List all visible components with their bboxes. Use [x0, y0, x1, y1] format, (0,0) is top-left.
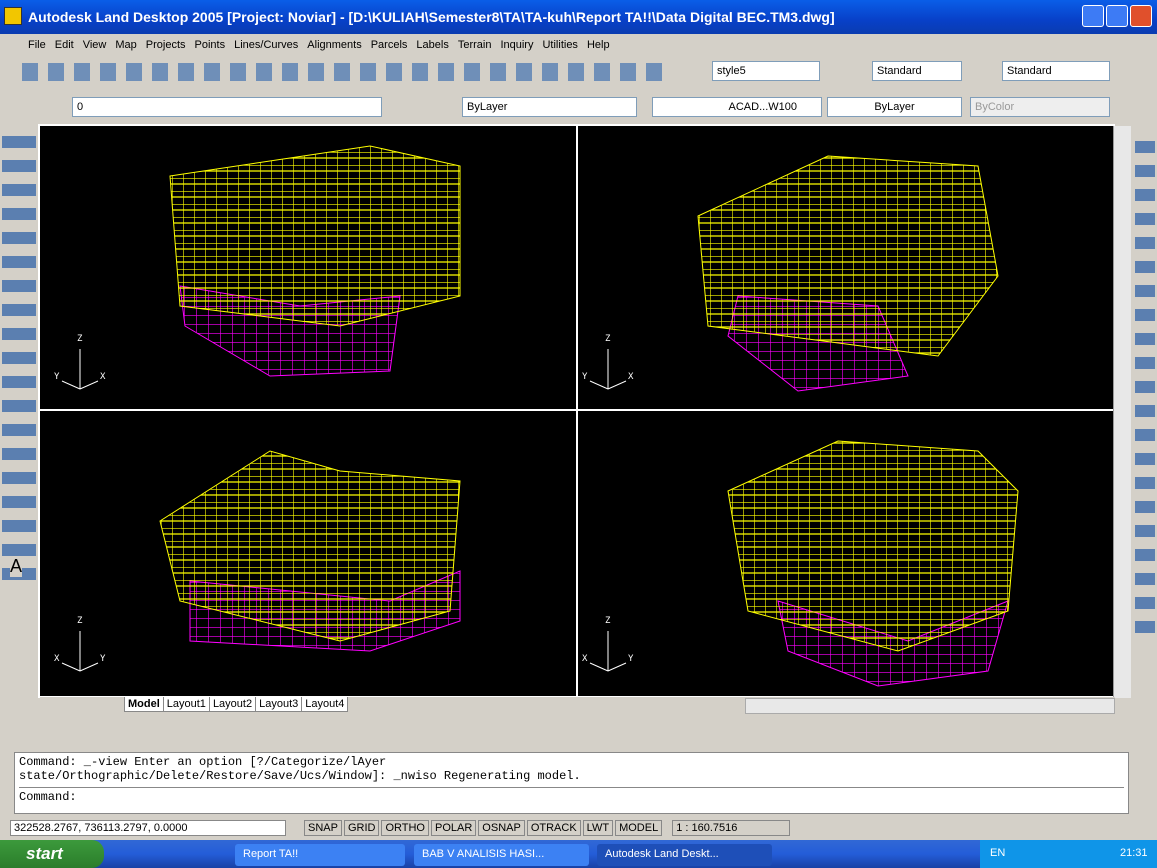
start-button[interactable]: start [0, 840, 104, 868]
command-prompt[interactable]: Command: [19, 787, 1124, 804]
menu-item[interactable]: View [82, 39, 107, 51]
window-title: Autodesk Land Desktop 2005 [Project: Nov… [28, 9, 835, 25]
layer-dropdown[interactable]: 0 [72, 97, 382, 117]
building-wireframe [159, 450, 461, 642]
layout-tab[interactable]: Layout2 [208, 697, 257, 712]
viewport[interactable]: Z Y X [40, 126, 576, 409]
system-tray: EN 21:31 [980, 840, 1157, 868]
viewport[interactable]: Z X Y [40, 411, 576, 696]
toolbar-icons [22, 63, 672, 81]
dim-style-dropdown[interactable]: Standard [872, 61, 962, 81]
linetype-dropdown[interactable]: ACAD...W100 [652, 97, 822, 117]
menu-item[interactable]: Utilities [542, 39, 578, 51]
language-indicator[interactable]: EN [990, 847, 1006, 859]
drawing-area: Z Y X Z Y X Z X Y Z X Y [38, 124, 1115, 698]
axis-label: Y [100, 654, 106, 664]
axis-label: Z [605, 616, 611, 626]
building-wireframe [169, 145, 461, 327]
task-button[interactable]: Autodesk Land Deskt... [597, 844, 772, 866]
status-bar: 322528.2767, 736113.2797, 0.0000 SNAP GRI… [0, 817, 1157, 839]
close-button[interactable] [1130, 5, 1152, 27]
menu-item[interactable]: File [28, 39, 46, 51]
color-dropdown[interactable]: ByLayer [462, 97, 637, 117]
table-style-dropdown[interactable]: Standard [1002, 61, 1110, 81]
axis-label: Y [582, 372, 588, 382]
axis-label: Z [77, 616, 83, 626]
modify-toolbar [1135, 135, 1155, 645]
task-button[interactable]: BAB V ANALISIS HASI... [414, 844, 589, 866]
status-toggle[interactable]: OSNAP [478, 820, 525, 836]
viewport-canvas: Z X Y [582, 440, 1019, 687]
status-toggle[interactable]: ORTHO [381, 820, 429, 836]
coordinates: 322528.2767, 736113.2797, 0.0000 [10, 820, 286, 836]
status-toggle[interactable]: GRID [343, 820, 380, 836]
ucs-icon [61, 349, 99, 390]
menu-item[interactable]: Map [115, 39, 137, 51]
text-tool[interactable]: A [10, 556, 23, 577]
plotstyle-dropdown[interactable]: ByColor [970, 97, 1110, 117]
maximize-button[interactable] [1106, 5, 1128, 27]
app-icon [4, 7, 22, 25]
menu-item[interactable]: Terrain [457, 39, 492, 51]
ucs-icon [589, 349, 627, 390]
draw-toolbar: A [2, 130, 36, 580]
axis-label: X [582, 654, 588, 664]
status-toggle[interactable]: MODEL [615, 820, 663, 836]
axis-label: X [100, 372, 106, 382]
menu-item[interactable]: Labels [416, 39, 449, 51]
status-toggle[interactable]: OTRACK [526, 820, 581, 836]
viewport-canvas: Z Y X [54, 145, 461, 390]
building-wireframe [697, 155, 999, 357]
viewport-canvas: Z X Y [54, 450, 461, 672]
command-history-line: Command: _-view Enter an option [?/Categ… [19, 755, 387, 769]
axis-label: X [54, 654, 60, 664]
layout-tab[interactable]: Model [124, 697, 164, 712]
axis-label: Z [77, 334, 83, 344]
layers-toolbar: 0 ByLayer ACAD...W100 ByLayer ByColor [12, 94, 1132, 122]
clock: 21:31 [1120, 847, 1148, 859]
axis-label: Y [54, 372, 60, 382]
menu-item[interactable]: Parcels [370, 39, 408, 51]
viewport-canvas: Z Y X [582, 155, 999, 392]
menu-item[interactable]: Points [194, 39, 226, 51]
axis-label: Z [605, 334, 611, 344]
standard-toolbar: style5 Standard Standard [12, 58, 1132, 86]
viewport[interactable]: Z X Y [578, 411, 1113, 696]
command-window: Command: _-view Enter an option [?/Categ… [14, 752, 1129, 814]
menu-item[interactable]: Lines/Curves [234, 39, 299, 51]
layout-tab[interactable]: Layout1 [162, 697, 210, 712]
menu-bar: File Edit View Map Projects Points Lines/Curve… [0, 36, 1157, 56]
status-toggle[interactable]: LWT [582, 820, 614, 836]
menu-item[interactable]: Alignments [307, 39, 362, 51]
menu-item[interactable]: Help [586, 39, 610, 51]
layout-tab[interactable]: Layout4 [301, 697, 349, 712]
menu-item[interactable]: Edit [54, 39, 74, 51]
axis-label: X [628, 372, 634, 382]
menu-item[interactable]: Inquiry [500, 39, 534, 51]
horizontal-scrollbar[interactable] [745, 698, 1115, 714]
status-toggle[interactable]: POLAR [431, 820, 477, 836]
minimize-button[interactable] [1082, 5, 1104, 27]
building-wireframe [727, 440, 1019, 652]
text-style-dropdown[interactable]: style5 [712, 61, 820, 81]
ucs-icon [589, 631, 627, 672]
task-button[interactable]: Report TA!! [235, 844, 405, 866]
title-bar: Autodesk Land Desktop 2005 [Project: Nov… [0, 0, 1157, 34]
layout-tab[interactable]: Layout3 [255, 697, 303, 712]
lineweight-dropdown[interactable]: ByLayer [827, 97, 962, 117]
axis-label: Y [628, 654, 634, 664]
taskbar: start Report TA!! BAB V ANALISIS HASI...… [0, 840, 1157, 868]
status-toggle[interactable]: SNAP [304, 820, 342, 836]
viewport-scale[interactable]: 1 : 160.7516 [672, 820, 791, 836]
viewport[interactable]: Z Y X [578, 126, 1113, 409]
vertical-scrollbar[interactable] [1113, 126, 1131, 698]
ucs-icon [61, 631, 99, 672]
menu-item[interactable]: Projects [145, 39, 186, 51]
command-history-line: state/Orthographic/Delete/Restore/Save/U… [19, 769, 581, 783]
